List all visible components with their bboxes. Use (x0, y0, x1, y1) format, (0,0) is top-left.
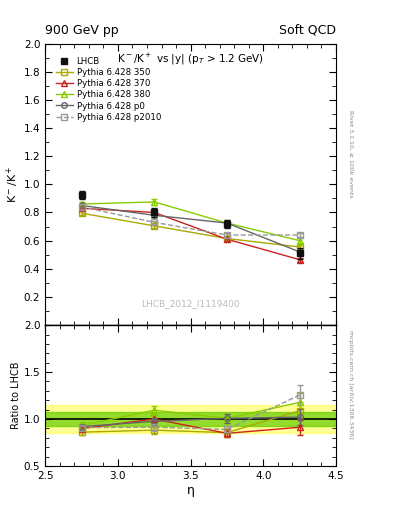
Text: Rivet 3.1.10, ≥ 100k events: Rivet 3.1.10, ≥ 100k events (348, 110, 353, 198)
Legend: LHCB, Pythia 6.428 350, Pythia 6.428 370, Pythia 6.428 380, Pythia 6.428 p0, Pyt: LHCB, Pythia 6.428 350, Pythia 6.428 370… (52, 53, 164, 125)
Text: Soft QCD: Soft QCD (279, 24, 336, 37)
Y-axis label: Ratio to LHCB: Ratio to LHCB (11, 362, 21, 429)
X-axis label: η: η (187, 483, 195, 497)
Bar (45, 405, 336, 433)
Y-axis label: K$^-$/K$^+$: K$^-$/K$^+$ (5, 165, 21, 203)
Text: K$^-$/K$^+$ vs |y| (p$_T$ > 1.2 GeV): K$^-$/K$^+$ vs |y| (p$_T$ > 1.2 GeV) (117, 52, 264, 67)
Text: 900 GeV pp: 900 GeV pp (45, 24, 119, 37)
Text: mcplots.cern.ch [arXiv:1306.3436]: mcplots.cern.ch [arXiv:1306.3436] (348, 330, 353, 438)
Text: LHCB_2012_I1119400: LHCB_2012_I1119400 (141, 299, 240, 308)
Bar (45, 413, 336, 425)
